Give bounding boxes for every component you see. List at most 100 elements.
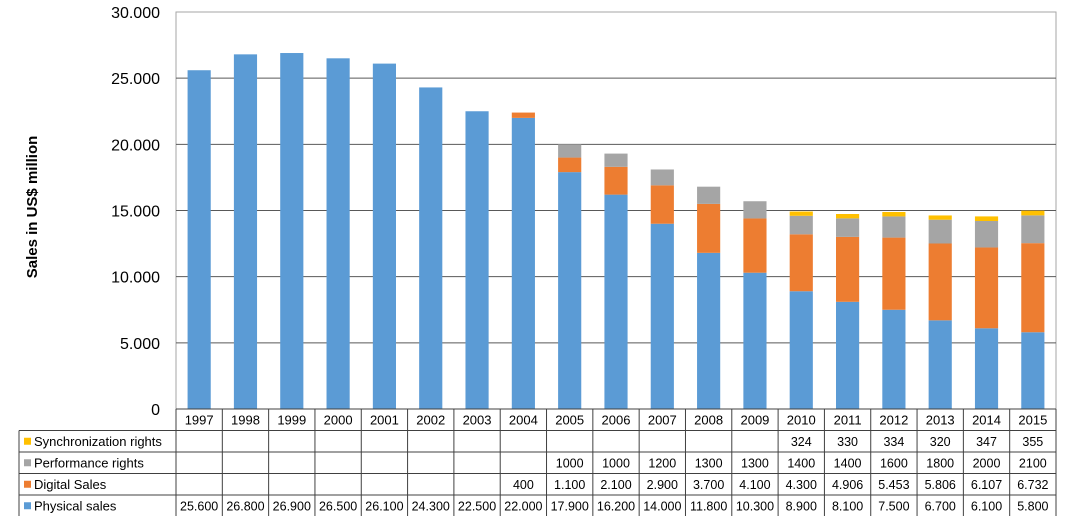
bar-digital-sales xyxy=(511,112,535,118)
bar-digital-sales xyxy=(697,203,721,253)
bar-digital-sales xyxy=(1021,243,1045,333)
x-category-label: 2014 xyxy=(972,413,1001,428)
bar-digital-sales xyxy=(604,166,628,195)
x-category-label: 2009 xyxy=(740,413,769,428)
legend-swatch xyxy=(24,502,31,510)
bar-physical-sales xyxy=(604,194,628,409)
bar-digital-sales xyxy=(836,236,860,302)
legend-swatch xyxy=(24,437,31,445)
data-label: 1000 xyxy=(556,457,584,471)
data-label: 2.100 xyxy=(600,478,631,492)
x-category-label: 1999 xyxy=(277,413,306,428)
bar-physical-sales xyxy=(419,87,443,410)
data-label: 26.900 xyxy=(273,500,311,514)
bar-physical-sales xyxy=(928,320,952,409)
legend-entry: Synchronization rights xyxy=(34,434,162,449)
bar-physical-sales xyxy=(465,111,489,409)
bar-physical-sales xyxy=(187,70,211,409)
y-tick-label: 5.000 xyxy=(120,336,160,353)
bar-synchronization-rights xyxy=(882,211,906,217)
data-label: 22.000 xyxy=(504,500,542,514)
data-label: 8.100 xyxy=(832,500,863,514)
data-label: 5.453 xyxy=(878,478,909,492)
bar-performance-rights xyxy=(882,216,906,238)
legend-entry: Performance rights xyxy=(34,456,144,471)
x-category-label: 2008 xyxy=(694,413,723,428)
bar-digital-sales xyxy=(650,185,674,224)
data-label: 2.900 xyxy=(647,478,678,492)
data-label: 1600 xyxy=(880,457,908,471)
bar-performance-rights xyxy=(604,153,628,167)
legend-swatch xyxy=(24,480,31,488)
data-label: 334 xyxy=(883,435,904,449)
x-category-label: 2003 xyxy=(463,413,492,428)
legend-swatch xyxy=(24,459,31,467)
bar-performance-rights xyxy=(650,169,674,186)
data-label: 6.107 xyxy=(971,478,1002,492)
data-label: 6.700 xyxy=(925,500,956,514)
bar-physical-sales xyxy=(650,223,674,409)
data-label: 4.906 xyxy=(832,478,863,492)
bar-synchronization-rights xyxy=(928,215,952,220)
bar-performance-rights xyxy=(789,215,813,235)
data-label: 355 xyxy=(1022,435,1043,449)
data-label: 16.200 xyxy=(597,500,635,514)
bar-digital-sales xyxy=(928,243,952,321)
x-category-label: 2002 xyxy=(416,413,445,428)
bar-performance-rights xyxy=(928,219,952,244)
data-label: 7.500 xyxy=(878,500,909,514)
data-label: 400 xyxy=(513,478,534,492)
bar-digital-sales xyxy=(743,218,767,273)
data-label: 26.800 xyxy=(226,500,264,514)
bar-performance-rights xyxy=(1021,215,1045,244)
bar-physical-sales xyxy=(882,309,906,409)
x-category-label: 2010 xyxy=(787,413,816,428)
data-label: 324 xyxy=(791,435,812,449)
data-label: 1800 xyxy=(926,457,954,471)
legend-entry: Physical sales xyxy=(34,499,117,514)
x-category-label: 2004 xyxy=(509,413,538,428)
data-label: 320 xyxy=(930,435,951,449)
bar-physical-sales xyxy=(233,54,258,409)
x-category-label: 2011 xyxy=(834,413,862,428)
bar-physical-sales xyxy=(1021,332,1045,409)
x-category-label: 2012 xyxy=(879,413,908,428)
data-label: 6.732 xyxy=(1017,478,1048,492)
bar-synchronization-rights xyxy=(789,211,813,216)
data-label: 26.100 xyxy=(365,500,403,514)
data-label: 4.300 xyxy=(786,478,817,492)
x-category-label: 2001 xyxy=(370,413,399,428)
bar-physical-sales xyxy=(326,58,350,410)
data-label: 1.100 xyxy=(554,478,585,492)
bar-physical-sales xyxy=(743,272,767,409)
data-label: 347 xyxy=(976,435,997,449)
y-tick-label: 15.000 xyxy=(111,204,160,221)
data-label: 2000 xyxy=(973,457,1001,471)
bar-synchronization-rights xyxy=(1021,210,1045,216)
data-label: 26.500 xyxy=(319,500,357,514)
bar-synchronization-rights xyxy=(836,213,860,219)
bar-digital-sales xyxy=(789,234,813,292)
data-label: 17.900 xyxy=(551,500,589,514)
y-tick-label: 30.000 xyxy=(111,5,160,22)
data-label: 6.100 xyxy=(971,500,1002,514)
data-label: 1200 xyxy=(648,457,676,471)
x-category-label: 2000 xyxy=(324,413,353,428)
bar-physical-sales xyxy=(558,172,582,409)
data-label: 1400 xyxy=(787,457,815,471)
data-label: 1300 xyxy=(695,457,723,471)
data-label: 25.600 xyxy=(180,500,218,514)
bar-physical-sales xyxy=(789,291,813,409)
data-label: 22.500 xyxy=(458,500,496,514)
bar-digital-sales xyxy=(974,247,999,329)
data-label: 2100 xyxy=(1019,457,1047,471)
bar-physical-sales xyxy=(974,328,999,409)
x-category-label: 2015 xyxy=(1018,413,1047,428)
bar-digital-sales xyxy=(882,237,906,310)
data-label: 1000 xyxy=(602,457,630,471)
x-category-label: 1997 xyxy=(185,413,214,428)
data-label: 24.300 xyxy=(412,500,450,514)
data-label: 5.806 xyxy=(925,478,956,492)
